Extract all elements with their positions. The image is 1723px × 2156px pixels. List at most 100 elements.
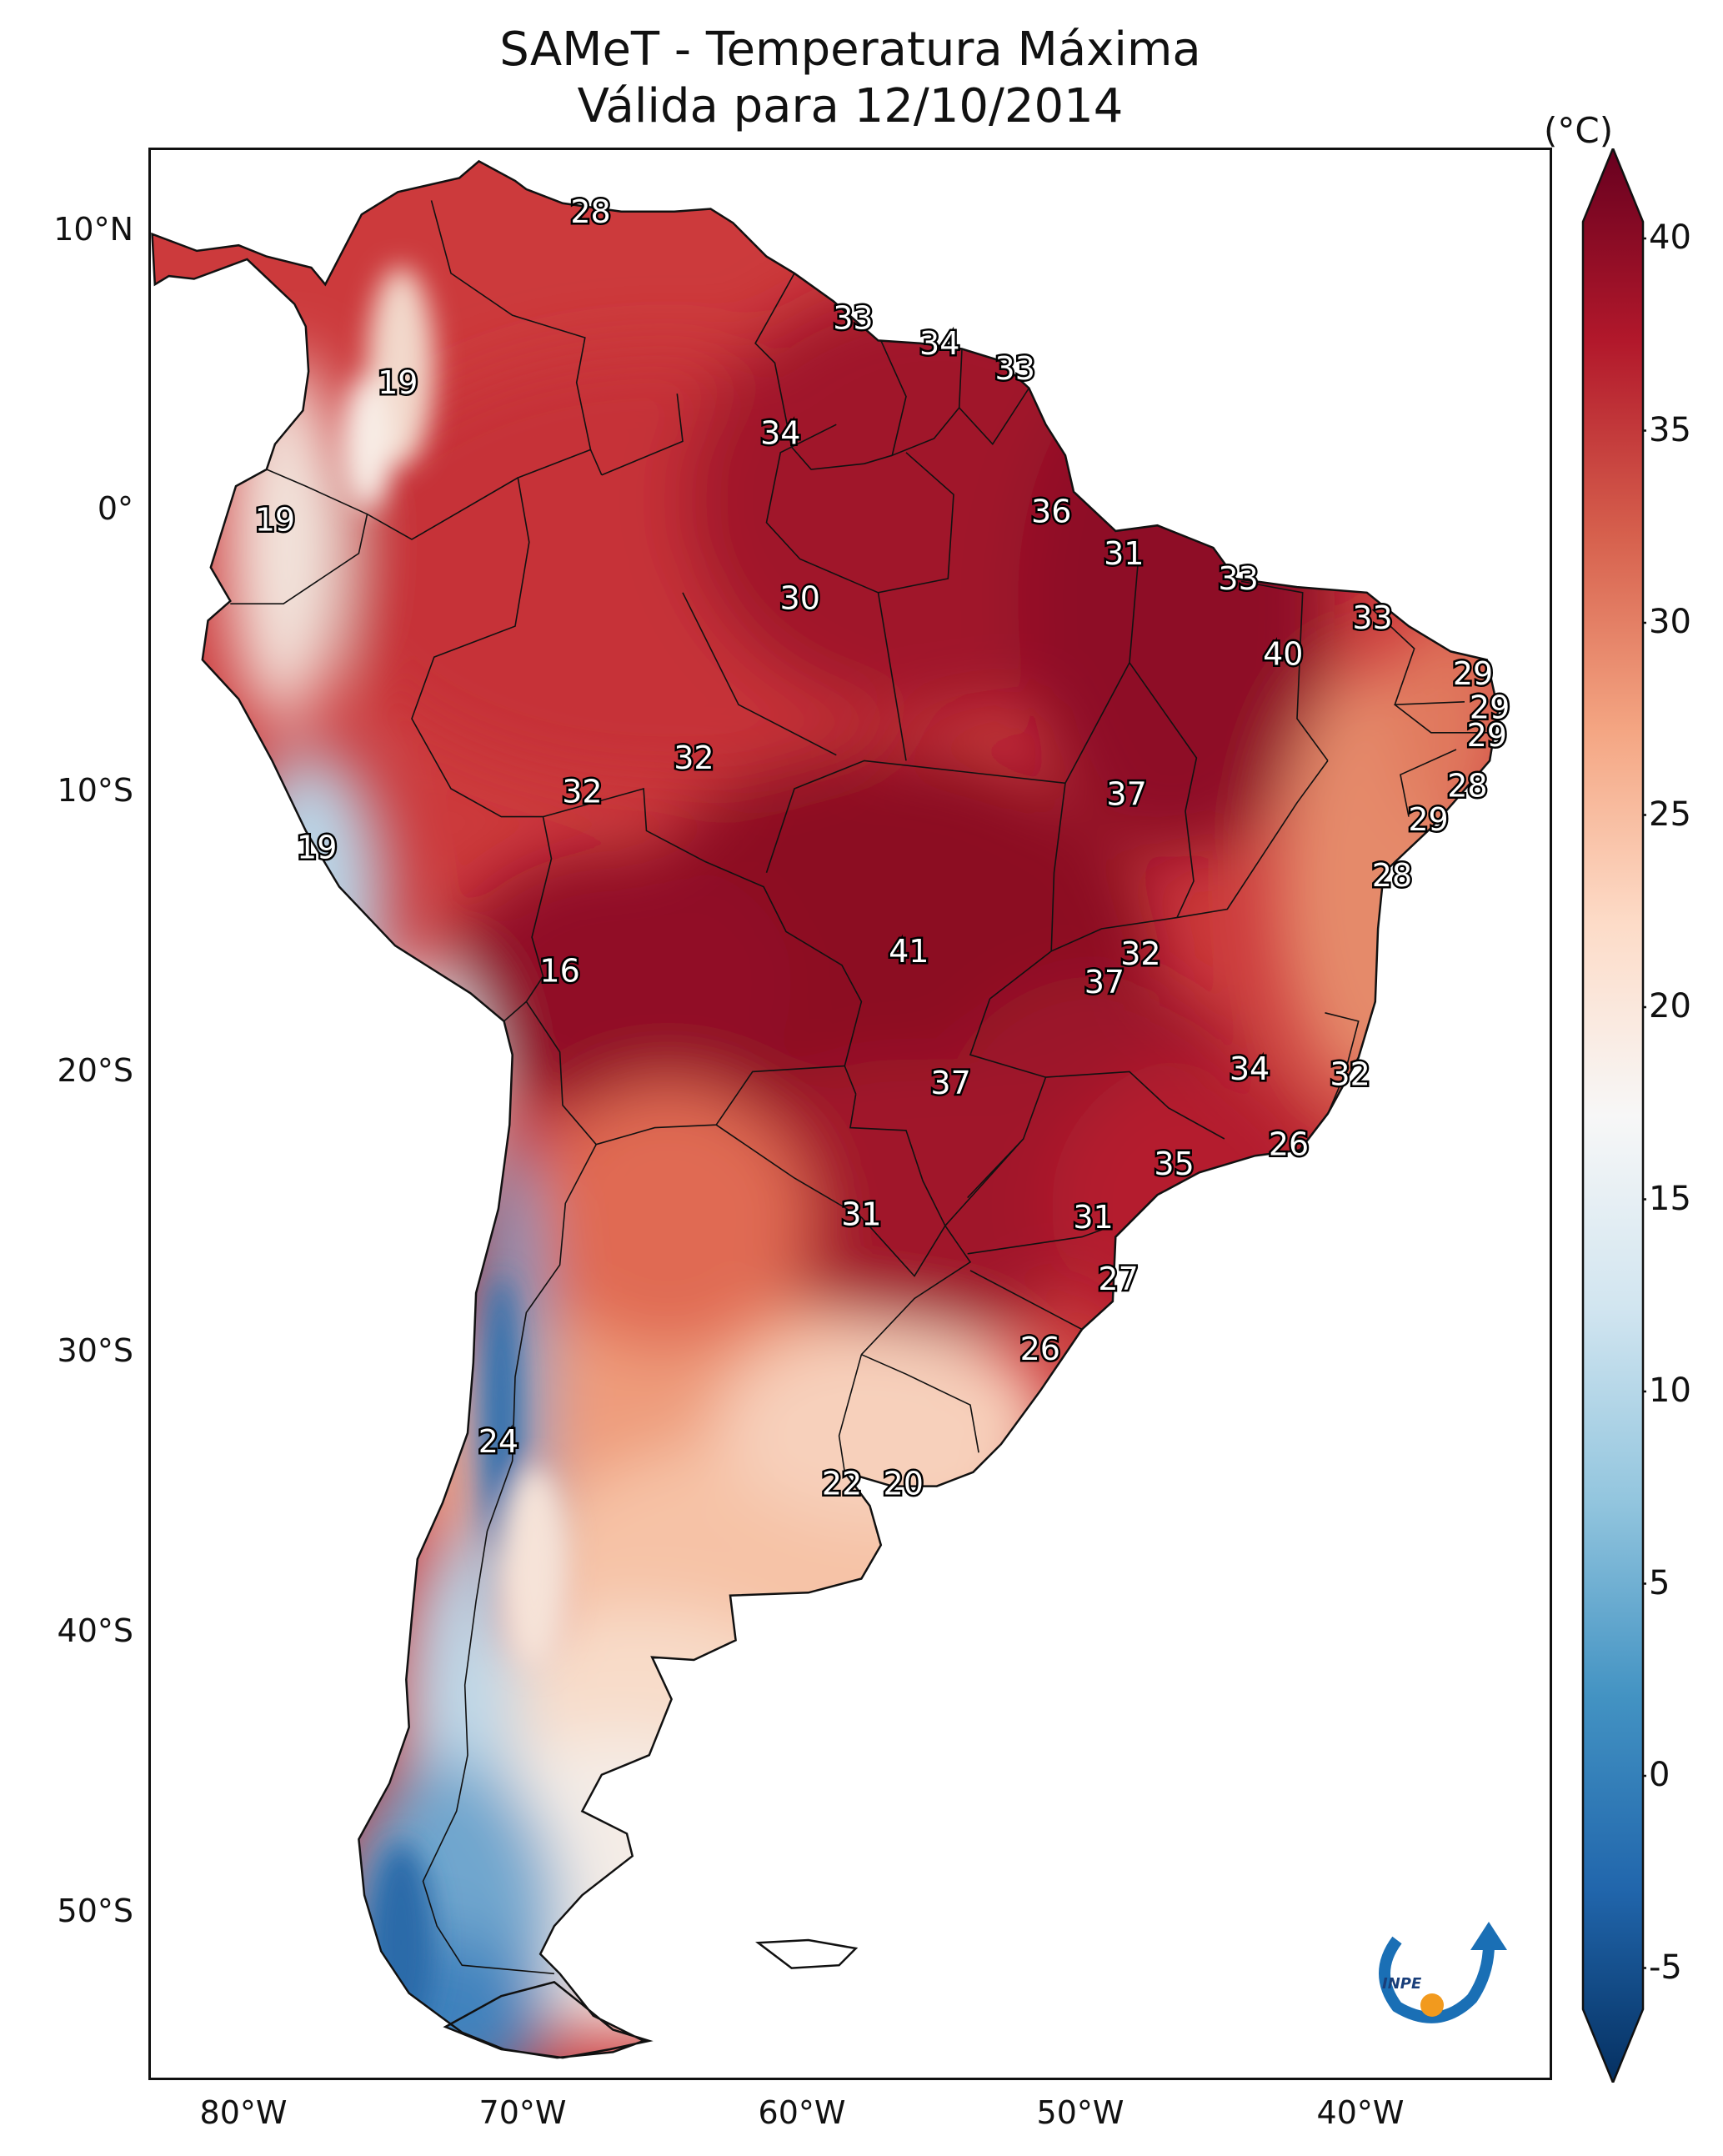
border-line — [1240, 580, 1329, 761]
lat-label-10n: 10°N — [53, 211, 133, 248]
border-line — [1129, 662, 1198, 918]
inpe-logo: INPE — [1364, 1907, 1514, 2040]
border-line — [1045, 1070, 1225, 1140]
temperature-label: 31 — [841, 1196, 881, 1233]
lon-label-80w: 80°W — [199, 2094, 288, 2131]
border-line — [230, 469, 368, 604]
temperature-label: 32 — [1330, 1056, 1370, 1093]
border-line — [989, 783, 1066, 1000]
temperature-label: 40 — [1263, 636, 1303, 673]
lat-label-20s: 20°S — [57, 1052, 133, 1089]
logo-sun-dot — [1420, 1993, 1444, 2017]
temperature-label: 22 — [822, 1465, 862, 1502]
temperature-label: 19 — [378, 364, 418, 401]
temperature-label: 34 — [760, 414, 800, 451]
temperature-label: 29 — [1408, 801, 1448, 838]
temperature-label: 32 — [562, 773, 602, 810]
border-line — [1371, 609, 1465, 706]
border-line — [601, 394, 684, 476]
temperature-label: 20 — [884, 1465, 924, 1502]
coastline — [151, 159, 1500, 2059]
temperature-label: 36 — [1031, 493, 1071, 529]
colorbar-tick-label: 5 — [1649, 1563, 1670, 1602]
border-line — [877, 592, 907, 761]
lon-label-60w: 60°W — [758, 2094, 846, 2131]
temperature-label: 37 — [930, 1065, 970, 1101]
border-line — [967, 1225, 1114, 1255]
border-line — [682, 592, 837, 756]
colorbar-tick-label: 10 — [1649, 1371, 1691, 1410]
temperature-label: 33 — [1218, 560, 1258, 597]
lat-label-30s: 30°S — [57, 1332, 133, 1369]
lat-label-10s: 10°S — [57, 772, 133, 809]
colorbar-gradient — [1581, 148, 1645, 2083]
temperature-label: 31 — [1104, 535, 1144, 572]
colorbar-tick-label: 35 — [1649, 410, 1691, 449]
lon-label-40w: 40°W — [1316, 2094, 1405, 2131]
temperature-field — [152, 161, 1499, 2058]
temperature-label: 29 — [1453, 655, 1493, 692]
temperature-label: 29 — [1470, 689, 1510, 726]
lat-label-40s: 40°S — [57, 1612, 133, 1649]
border-line — [880, 340, 963, 457]
colorbar-tick-label: 40 — [1649, 218, 1691, 257]
colorbar-tick-label: 30 — [1649, 603, 1691, 641]
logo-arrow-head — [1470, 1922, 1507, 1950]
border-line — [967, 1138, 1024, 1199]
temperature-label: 37 — [1106, 776, 1146, 813]
border-line — [525, 1000, 845, 1146]
colorbar-tick-label: 15 — [1649, 1179, 1691, 1218]
temperature-label: 32 — [1120, 935, 1160, 972]
temperature-label: 41 — [889, 933, 929, 970]
map-frame[interactable]: 28 19 33 34 33 34 19 36 31 33 30 33 40 29 29 29 32 32 37 28… — [148, 148, 1552, 2080]
temperature-label: 30 — [780, 580, 820, 617]
border-line — [715, 1124, 946, 1277]
lat-label-50s: 50°S — [57, 1893, 133, 1929]
map-title: SAMeT - Temperatura Máxima — [499, 23, 1201, 77]
border-line — [1050, 760, 1329, 952]
temperature-label: 19 — [255, 501, 295, 538]
colorbar-tick-label: 20 — [1649, 987, 1691, 1025]
border-line — [849, 1094, 946, 1226]
temperature-label: 24 — [478, 1423, 518, 1460]
temperature-label: 37 — [1084, 964, 1124, 1000]
border-line — [422, 1144, 597, 1975]
temperature-label: 33 — [833, 300, 873, 337]
border-line — [1400, 749, 1457, 817]
colorbar-unit: (°C) — [1544, 110, 1614, 151]
temperature-label: 34 — [1230, 1050, 1270, 1087]
temperature-label: 26 — [1020, 1331, 1060, 1367]
temperature-label: 28 — [1447, 768, 1487, 805]
colorbar-tick-label: -5 — [1649, 1948, 1682, 1987]
lat-label-0: 0° — [97, 490, 133, 527]
temperature-label: 33 — [995, 350, 1035, 387]
temperature-label: 28 — [570, 193, 610, 230]
border-line — [838, 1354, 863, 1472]
border-line — [543, 787, 863, 1095]
temperature-label: 16 — [539, 952, 579, 989]
logo-text: INPE — [1382, 1975, 1422, 1993]
temperature-label: 29 — [1467, 717, 1507, 754]
lon-label-70w: 70°W — [478, 2094, 567, 2131]
temperature-label: 35 — [1154, 1146, 1194, 1182]
border-line — [765, 424, 954, 594]
lon-label-50w: 50°W — [1036, 2094, 1124, 2131]
temperature-label: 26 — [1269, 1126, 1309, 1163]
map-subtitle-date: Válida para 12/10/2014 — [577, 79, 1124, 133]
temperature-label: 19 — [297, 830, 337, 866]
border-line — [860, 1225, 972, 1356]
colorbar-tick-label: 25 — [1649, 795, 1691, 834]
border-line — [503, 816, 553, 1022]
border-line — [367, 477, 518, 540]
colorbar — [1581, 148, 1646, 2083]
temperature-label: 31 — [1073, 1199, 1113, 1236]
border-line — [959, 388, 1030, 446]
colorbar-tick-label: 0 — [1649, 1756, 1670, 1794]
country-borders — [230, 200, 1493, 1975]
border-line — [1299, 1012, 1360, 1151]
border-line — [861, 1353, 979, 1453]
temperature-label: 33 — [1352, 599, 1392, 636]
temperature-label: 28 — [1372, 857, 1412, 894]
